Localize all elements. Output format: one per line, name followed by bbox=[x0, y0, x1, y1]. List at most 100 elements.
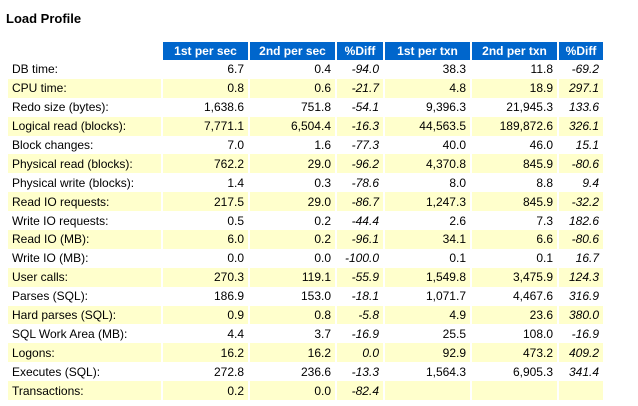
table-row: Write IO requests: 0.5 0.2 -44.4 2.6 7.3 182.6 bbox=[8, 211, 603, 231]
first-per-sec-cell: 4.4 bbox=[163, 324, 248, 344]
metric-name-cell: DB time: bbox=[8, 60, 161, 79]
metric-name-cell: Read IO requests: bbox=[8, 192, 161, 212]
first-per-txn-cell: 25.5 bbox=[385, 324, 470, 344]
diff-per-sec-cell: -55.9 bbox=[337, 267, 383, 287]
load-profile-table: 1st per sec 2nd per sec %Diff 1st per tx… bbox=[6, 42, 605, 401]
second-per-txn-cell: 18.9 bbox=[472, 78, 557, 98]
first-per-txn-cell: 92.9 bbox=[385, 343, 470, 363]
diff-per-txn-cell: -16.9 bbox=[559, 324, 603, 344]
metric-name-cell: Physical write (blocks): bbox=[8, 173, 161, 193]
diff-per-sec-cell: -78.6 bbox=[337, 173, 383, 193]
diff-per-sec-cell: -100.0 bbox=[337, 248, 383, 268]
second-per-txn-cell: 21,945.3 bbox=[472, 97, 557, 117]
first-per-sec-cell: 0.0 bbox=[163, 248, 248, 268]
metric-name-cell: Write IO (MB): bbox=[8, 248, 161, 268]
first-per-txn-cell: 2.6 bbox=[385, 211, 470, 231]
first-per-txn-cell: 8.0 bbox=[385, 173, 470, 193]
second-per-sec-cell: 3.7 bbox=[250, 324, 335, 344]
first-per-txn-cell: 1,247.3 bbox=[385, 192, 470, 212]
diff-per-txn-cell: -69.2 bbox=[559, 60, 603, 79]
metric-name-cell: SQL Work Area (MB): bbox=[8, 324, 161, 344]
first-per-txn-cell: 4.8 bbox=[385, 78, 470, 98]
diff-per-txn-cell: 9.4 bbox=[559, 173, 603, 193]
diff-per-txn-cell: 316.9 bbox=[559, 286, 603, 306]
diff-per-txn-cell: 182.6 bbox=[559, 211, 603, 231]
first-per-txn-cell: 40.0 bbox=[385, 135, 470, 155]
second-per-txn-cell: 23.6 bbox=[472, 305, 557, 325]
table-row: Hard parses (SQL): 0.9 0.8 -5.8 4.9 23.6 380.0 bbox=[8, 305, 603, 325]
diff-per-sec-cell: -21.7 bbox=[337, 78, 383, 98]
metric-name-cell: Transactions: bbox=[8, 381, 161, 401]
diff-per-sec-cell: -54.1 bbox=[337, 97, 383, 117]
second-per-txn-cell: 473.2 bbox=[472, 343, 557, 363]
second-per-sec-cell: 0.0 bbox=[250, 248, 335, 268]
diff-per-txn-cell bbox=[559, 381, 603, 401]
first-per-sec-cell: 0.5 bbox=[163, 211, 248, 231]
diff-per-txn-cell: 409.2 bbox=[559, 343, 603, 363]
table-row: Logical read (blocks): 7,771.1 6,504.4 -16.… bbox=[8, 116, 603, 136]
first-per-sec-cell: 0.2 bbox=[163, 381, 248, 401]
table-row: Parses (SQL): 186.9 153.0 -18.1 1,071.7 4,467… bbox=[8, 286, 603, 306]
diff-per-txn-cell: 297.1 bbox=[559, 78, 603, 98]
second-per-sec-cell: 0.2 bbox=[250, 230, 335, 249]
diff-per-txn-cell: 380.0 bbox=[559, 305, 603, 325]
diff-per-sec-cell: -77.3 bbox=[337, 135, 383, 155]
first-per-sec-cell: 6.7 bbox=[163, 60, 248, 79]
second-per-sec-cell: 0.0 bbox=[250, 381, 335, 401]
first-per-txn-cell: 0.1 bbox=[385, 248, 470, 268]
metric-name-cell: Read IO (MB): bbox=[8, 230, 161, 249]
second-per-txn-cell: 4,467.6 bbox=[472, 286, 557, 306]
table-row: Transactions: 0.2 0.0 -82.4 bbox=[8, 381, 603, 401]
first-per-sec-cell: 7.0 bbox=[163, 135, 248, 155]
second-per-txn-cell: 6,905.3 bbox=[472, 362, 557, 382]
second-per-txn-cell: 11.8 bbox=[472, 60, 557, 79]
first-per-txn-cell: 9,396.3 bbox=[385, 97, 470, 117]
header-diff-per-txn: %Diff bbox=[559, 42, 603, 60]
first-per-txn-cell: 1,564.3 bbox=[385, 362, 470, 382]
diff-per-txn-cell: 341.4 bbox=[559, 362, 603, 382]
first-per-txn-cell: 38.3 bbox=[385, 60, 470, 79]
diff-per-sec-cell: -82.4 bbox=[337, 381, 383, 401]
table-row: CPU time: 0.8 0.6 -21.7 4.8 18.9 297.1 bbox=[8, 78, 603, 98]
diff-per-txn-cell: 133.6 bbox=[559, 97, 603, 117]
table-row: Physical write (blocks): 1.4 0.3 -78.6 8.0 8.… bbox=[8, 173, 603, 193]
second-per-sec-cell: 751.8 bbox=[250, 97, 335, 117]
first-per-txn-cell: 4.9 bbox=[385, 305, 470, 325]
table-row: Read IO requests: 217.5 29.0 -86.7 1,247.3 84… bbox=[8, 192, 603, 212]
second-per-sec-cell: 153.0 bbox=[250, 286, 335, 306]
first-per-sec-cell: 0.9 bbox=[163, 305, 248, 325]
second-per-sec-cell: 0.4 bbox=[250, 60, 335, 79]
first-per-sec-cell: 6.0 bbox=[163, 230, 248, 249]
metric-name-cell: CPU time: bbox=[8, 78, 161, 98]
diff-per-txn-cell: 124.3 bbox=[559, 267, 603, 287]
diff-per-sec-cell: -16.9 bbox=[337, 324, 383, 344]
second-per-sec-cell: 0.8 bbox=[250, 305, 335, 325]
page-title: Load Profile bbox=[6, 11, 82, 26]
metric-name-cell: Write IO requests: bbox=[8, 211, 161, 231]
second-per-sec-cell: 1.6 bbox=[250, 135, 335, 155]
second-per-txn-cell bbox=[472, 381, 557, 401]
second-per-txn-cell: 108.0 bbox=[472, 324, 557, 344]
diff-per-txn-cell: 326.1 bbox=[559, 116, 603, 136]
diff-per-sec-cell: -44.4 bbox=[337, 211, 383, 231]
second-per-txn-cell: 7.3 bbox=[472, 211, 557, 231]
diff-per-txn-cell: -32.2 bbox=[559, 192, 603, 212]
table-row: Physical read (blocks): 762.2 29.0 -96.2 4,3… bbox=[8, 154, 603, 174]
diff-per-txn-cell: 16.7 bbox=[559, 248, 603, 268]
first-per-sec-cell: 16.2 bbox=[163, 343, 248, 363]
diff-per-sec-cell: -13.3 bbox=[337, 362, 383, 382]
table-row: Redo size (bytes): 1,638.6 751.8 -54.1 9,396… bbox=[8, 97, 603, 117]
second-per-sec-cell: 16.2 bbox=[250, 343, 335, 363]
first-per-txn-cell: 1,549.8 bbox=[385, 267, 470, 287]
metric-name-cell: Logons: bbox=[8, 343, 161, 363]
second-per-txn-cell: 8.8 bbox=[472, 173, 557, 193]
table-row: Read IO (MB): 6.0 0.2 -96.1 34.1 6.6 -80.6 bbox=[8, 230, 603, 249]
second-per-sec-cell: 0.2 bbox=[250, 211, 335, 231]
diff-per-sec-cell: -96.1 bbox=[337, 230, 383, 249]
metric-name-cell: Block changes: bbox=[8, 135, 161, 155]
first-per-sec-cell: 7,771.1 bbox=[163, 116, 248, 136]
second-per-sec-cell: 119.1 bbox=[250, 267, 335, 287]
table-row: SQL Work Area (MB): 4.4 3.7 -16.9 25.5 108.0-… bbox=[8, 324, 603, 344]
second-per-txn-cell: 6.6 bbox=[472, 230, 557, 249]
metric-name-cell: Logical read (blocks): bbox=[8, 116, 161, 136]
